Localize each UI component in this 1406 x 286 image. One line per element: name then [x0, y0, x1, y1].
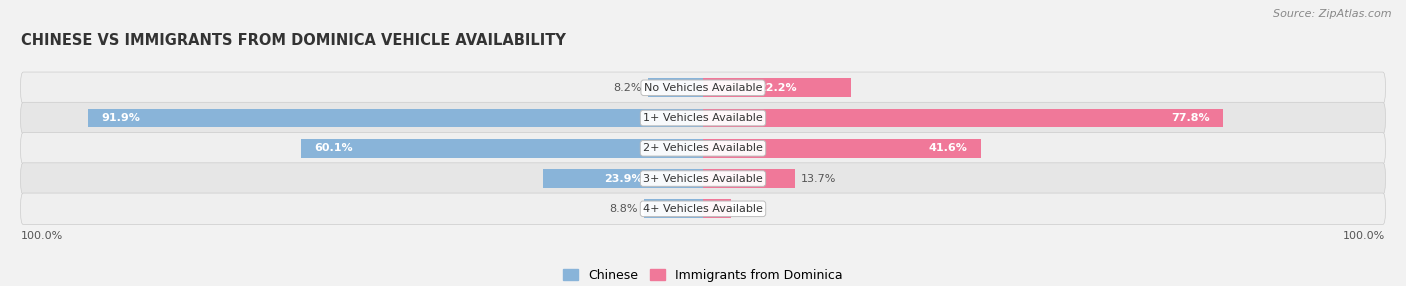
Bar — [703, 199, 731, 218]
Text: 2+ Vehicles Available: 2+ Vehicles Available — [643, 143, 763, 153]
Bar — [703, 139, 981, 158]
Text: 4+ Vehicles Available: 4+ Vehicles Available — [643, 204, 763, 214]
FancyBboxPatch shape — [21, 193, 1385, 225]
FancyBboxPatch shape — [21, 72, 1385, 104]
Text: 100.0%: 100.0% — [21, 231, 63, 241]
Text: 22.2%: 22.2% — [758, 83, 797, 93]
Bar — [644, 199, 703, 218]
Text: 77.8%: 77.8% — [1171, 113, 1211, 123]
Text: 91.9%: 91.9% — [101, 113, 141, 123]
FancyBboxPatch shape — [21, 133, 1385, 164]
Text: 8.8%: 8.8% — [609, 204, 637, 214]
Bar — [89, 109, 703, 128]
Text: 23.9%: 23.9% — [603, 174, 643, 184]
Legend: Chinese, Immigrants from Dominica: Chinese, Immigrants from Dominica — [558, 264, 848, 286]
Bar — [301, 139, 703, 158]
Bar — [648, 78, 703, 97]
Text: CHINESE VS IMMIGRANTS FROM DOMINICA VEHICLE AVAILABILITY: CHINESE VS IMMIGRANTS FROM DOMINICA VEHI… — [21, 33, 565, 48]
Text: 60.1%: 60.1% — [315, 143, 353, 153]
Bar — [543, 169, 703, 188]
Text: No Vehicles Available: No Vehicles Available — [644, 83, 762, 93]
Text: 1+ Vehicles Available: 1+ Vehicles Available — [643, 113, 763, 123]
FancyBboxPatch shape — [21, 163, 1385, 194]
Text: 13.7%: 13.7% — [801, 174, 837, 184]
Text: 100.0%: 100.0% — [1343, 231, 1385, 241]
Bar — [703, 169, 794, 188]
Text: Source: ZipAtlas.com: Source: ZipAtlas.com — [1274, 9, 1392, 19]
Bar — [703, 78, 852, 97]
Text: 4.2%: 4.2% — [738, 204, 766, 214]
Bar — [703, 109, 1223, 128]
Text: 8.2%: 8.2% — [613, 83, 641, 93]
FancyBboxPatch shape — [21, 102, 1385, 134]
Text: 3+ Vehicles Available: 3+ Vehicles Available — [643, 174, 763, 184]
Text: 41.6%: 41.6% — [929, 143, 967, 153]
